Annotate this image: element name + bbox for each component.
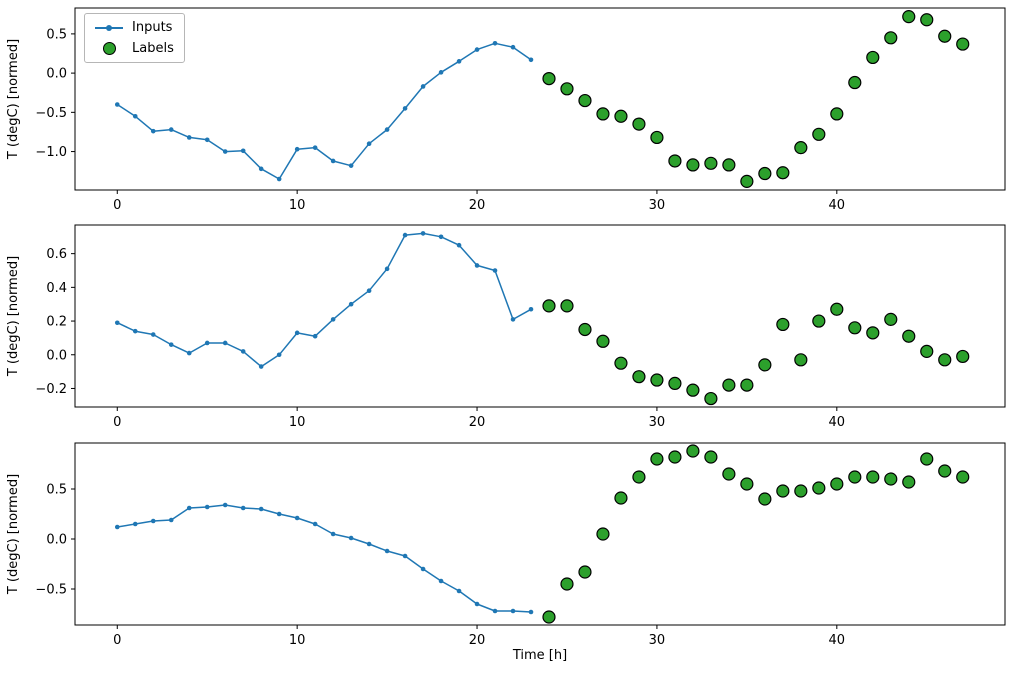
svg-text:10: 10 — [289, 415, 306, 430]
x-axis-title: Time [h] — [512, 648, 568, 663]
svg-text:−0.2: −0.2 — [35, 382, 67, 397]
subplot-3-ylabel: T (degC) [normed] — [6, 473, 21, 595]
legend-item-inputs: Inputs — [95, 20, 174, 35]
svg-text:0.2: 0.2 — [46, 315, 67, 330]
legend-labels-circle — [102, 42, 116, 55]
legend-inputs-label: Inputs — [132, 20, 173, 35]
subplot-1-canvas: 0 10 20 30 40 −1.0 −0.5 0.0 0.5 — [35, 7, 1006, 213]
svg-text:40: 40 — [829, 198, 846, 213]
legend-item-labels: Labels — [95, 41, 174, 56]
svg-text:0.6: 0.6 — [46, 247, 67, 262]
legend-inputs-dot — [106, 24, 112, 31]
svg-text:10: 10 — [289, 633, 306, 648]
inputs-line-marker-icon — [95, 21, 123, 35]
svg-text:0.5: 0.5 — [46, 483, 67, 498]
svg-text:0.0: 0.0 — [46, 67, 67, 82]
labels-circle-marker-icon — [95, 42, 123, 56]
subplot-1-ylabel: T (degC) [normed] — [6, 38, 21, 160]
subplot-3-canvas: 0 10 20 30 40 −0.5 0.0 0.5 — [35, 442, 1006, 648]
svg-text:0: 0 — [113, 198, 121, 213]
subplot-2-canvas: 0 10 20 30 40 −0.2 0.0 0.2 0.4 0.6 — [35, 224, 1006, 430]
svg-text:0.0: 0.0 — [46, 348, 67, 363]
svg-text:−0.5: −0.5 — [35, 106, 67, 121]
svg-text:10: 10 — [289, 198, 306, 213]
svg-text:0: 0 — [113, 633, 121, 648]
svg-text:0.0: 0.0 — [46, 533, 67, 548]
svg-text:−1.0: −1.0 — [35, 145, 67, 160]
svg-text:20: 20 — [469, 198, 486, 213]
legend: Inputs Labels — [84, 13, 185, 63]
svg-text:30: 30 — [649, 633, 666, 648]
svg-text:0.4: 0.4 — [46, 281, 67, 296]
svg-text:0.5: 0.5 — [46, 27, 67, 42]
svg-text:20: 20 — [469, 633, 486, 648]
legend-labels-label: Labels — [132, 41, 174, 56]
svg-text:30: 30 — [649, 198, 666, 213]
svg-text:0: 0 — [113, 415, 121, 430]
svg-text:40: 40 — [829, 633, 846, 648]
svg-text:20: 20 — [469, 415, 486, 430]
svg-text:40: 40 — [829, 415, 846, 430]
svg-text:−0.5: −0.5 — [35, 583, 67, 598]
svg-text:30: 30 — [649, 415, 666, 430]
subplot-2-ylabel: T (degC) [normed] — [6, 255, 21, 377]
